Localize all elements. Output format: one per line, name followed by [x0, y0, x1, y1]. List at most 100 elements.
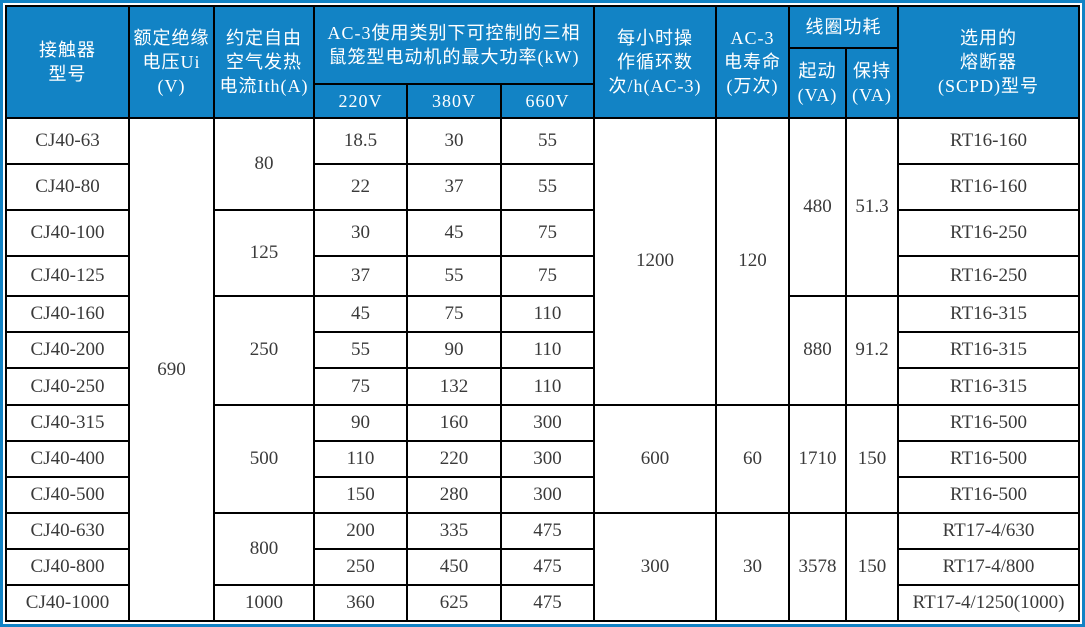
cell-power-380v: 132 [406, 367, 502, 406]
header-220v: 220V [313, 83, 408, 119]
header-coil-hold: 保持 (VA) [845, 47, 900, 119]
cell-fuse-model: RT16-315 [897, 367, 1081, 406]
cell-power-380v: 45 [406, 209, 502, 258]
cell-power-660v: 110 [499, 295, 596, 334]
cell-coil-hold: 91.2 [845, 295, 900, 406]
cell-power-220v: 30 [313, 209, 408, 258]
cell-power-660v: 55 [499, 116, 596, 166]
cell-power-220v: 200 [313, 511, 408, 550]
table-row: CJ40-100 125 30 45 75 RT16-250 [5, 209, 1081, 298]
cell-thermal-current: 1000 [213, 583, 315, 623]
table-row: CJ40-160 250 45 75 110 880 91.2 RT16-315 [5, 295, 1081, 406]
cell-model: CJ40-315 [5, 403, 130, 442]
cell-power-380v: 280 [406, 475, 502, 514]
cell-power-380v: 37 [406, 163, 502, 212]
header-insulation-voltage: 额定绝缘 电压Ui (V) [128, 5, 215, 119]
cell-electrical-life: 120 [715, 117, 791, 406]
cell-power-220v: 45 [313, 295, 408, 334]
cell-fuse-model: RT16-160 [897, 116, 1081, 166]
cell-model: CJ40-400 [5, 439, 130, 478]
header-operating-cycles: 每小时操 作循环数 次/h(AC-3) [593, 5, 718, 119]
cell-power-660v: 110 [499, 331, 596, 370]
table-row: CJ40-500 150 280 300 RT16-500 [5, 475, 1081, 514]
cell-model: CJ40-630 [5, 511, 130, 550]
header-contactor-model: 接触器 型号 [5, 5, 130, 119]
cell-power-660v: 110 [499, 367, 596, 406]
cell-power-380v: 90 [406, 331, 502, 370]
cell-power-220v: 250 [313, 547, 408, 586]
cell-power-660v: 300 [499, 439, 596, 478]
table-row: CJ40-630 800 200 335 475 300 30 3578 150… [5, 511, 1081, 623]
table-header: 接触器 型号 额定绝缘 电压Ui (V) 约定自由 空气发热 电流Ith(A) … [5, 5, 1081, 119]
header-380v: 380V [406, 83, 502, 119]
cell-fuse-model: RT16-500 [897, 475, 1081, 514]
cell-coil-hold: 150 [845, 403, 900, 514]
cell-power-220v: 37 [313, 255, 408, 298]
table-body: CJ40-63 690 80 18.5 30 55 1200 120 480 5… [5, 116, 1081, 623]
cell-thermal-current: 500 [213, 403, 315, 514]
cell-power-660v: 55 [499, 163, 596, 212]
cell-coil-start: 1710 [788, 403, 848, 514]
cell-power-220v: 90 [313, 403, 408, 442]
header-thermal-current: 约定自由 空气发热 电流Ith(A) [213, 5, 315, 119]
cell-thermal-current: 250 [213, 295, 315, 406]
cell-model: CJ40-80 [5, 163, 130, 212]
cell-model: CJ40-1000 [5, 583, 130, 623]
cell-power-380v: 220 [406, 439, 502, 478]
cell-model: CJ40-500 [5, 475, 130, 514]
cell-power-380v: 625 [406, 583, 502, 623]
cell-operating-cycles: 1200 [593, 117, 718, 406]
cell-coil-start: 3578 [788, 511, 848, 623]
cell-power-220v: 55 [313, 331, 408, 370]
header-coil-power-group: 线圈功耗 [788, 5, 900, 49]
cell-power-220v: 110 [313, 439, 408, 478]
table-row: CJ40-80 22 37 55 RT16-160 [5, 163, 1081, 212]
table-row: CJ40-125 37 55 75 RT16-250 [5, 255, 1081, 298]
cell-power-380v: 335 [406, 511, 502, 550]
table-row: CJ40-1000 1000 360 625 475 RT17-4/1250(1… [5, 583, 1081, 623]
cell-model: CJ40-250 [5, 367, 130, 406]
table-row: CJ40-400 110 220 300 RT16-500 [5, 439, 1081, 478]
table-row: CJ40-63 690 80 18.5 30 55 1200 120 480 5… [5, 116, 1081, 622]
table-row: CJ40-800 250 450 475 RT17-4/800 [5, 547, 1081, 586]
cell-thermal-current: 125 [213, 209, 315, 298]
contactor-spec-table: 接触器 型号 额定绝缘 电压Ui (V) 约定自由 空气发热 电流Ith(A) … [5, 5, 1081, 623]
cell-power-220v: 22 [313, 163, 408, 212]
cell-fuse-model: RT17-4/1250(1000) [897, 583, 1081, 623]
cell-power-380v: 30 [406, 116, 502, 166]
cell-power-380v: 160 [406, 403, 502, 442]
cell-power-220v: 75 [313, 367, 408, 406]
cell-power-660v: 300 [499, 475, 596, 514]
cell-fuse-model: RT16-500 [897, 439, 1081, 478]
header-coil-start: 起动 (VA) [788, 47, 848, 119]
cell-thermal-current: 800 [213, 511, 315, 586]
table-row: CJ40-200 55 90 110 RT16-315 [5, 331, 1081, 370]
cell-power-220v: 360 [313, 583, 408, 623]
cell-power-660v: 475 [499, 511, 596, 550]
table-row: CJ40-250 75 132 110 RT16-315 [5, 367, 1081, 406]
cell-power-660v: 75 [499, 255, 596, 298]
cell-power-660v: 300 [499, 403, 596, 442]
cell-operating-cycles: 600 [593, 403, 718, 514]
cell-fuse-model: RT17-4/800 [897, 547, 1081, 586]
cell-power-380v: 55 [406, 255, 502, 298]
cell-power-660v: 475 [499, 547, 596, 586]
cell-coil-hold: 150 [845, 511, 900, 623]
cell-thermal-current: 80 [213, 116, 315, 212]
header-fuse-model: 选用的 熔断器 (SCPD)型号 [897, 5, 1081, 119]
cell-fuse-model: RT16-315 [897, 295, 1081, 334]
cell-fuse-model: RT16-500 [897, 403, 1081, 442]
cell-fuse-model: RT17-4/630 [897, 511, 1081, 550]
cell-insulation-voltage: 690 [128, 117, 215, 622]
cell-power-380v: 450 [406, 547, 502, 586]
cell-power-380v: 75 [406, 295, 502, 334]
cell-model: CJ40-800 [5, 547, 130, 586]
cell-model: CJ40-160 [5, 295, 130, 334]
cell-fuse-model: RT16-160 [897, 163, 1081, 212]
cell-power-660v: 475 [499, 583, 596, 623]
cell-fuse-model: RT16-315 [897, 331, 1081, 370]
cell-model: CJ40-200 [5, 331, 130, 370]
cell-fuse-model: RT16-250 [897, 209, 1081, 258]
cell-power-220v: 18.5 [313, 116, 408, 166]
